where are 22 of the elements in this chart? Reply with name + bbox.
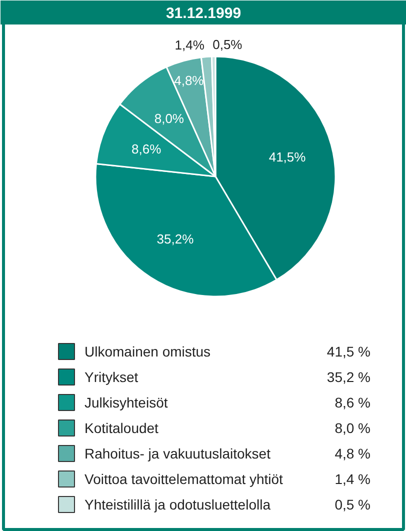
legend-label: Julkisyhteisöt	[84, 394, 168, 410]
text: 1,4 %	[334, 471, 371, 487]
legend-label: Yhteistilillä ja odotusluettelolla	[84, 496, 271, 512]
legend-label: Kotitaloudet	[84, 420, 159, 436]
data-label: 1,4%	[174, 37, 205, 52]
legend-label: Voittoa tavoittelemattomat yhtiöt	[84, 471, 284, 487]
text: 8,6 %	[334, 394, 371, 410]
text: 41,5 %	[326, 344, 371, 360]
chart-title: 31.12.1999	[166, 5, 242, 22]
text: 4,8 %	[334, 446, 371, 462]
legend-label: Rahoitus- ja vakuutuslaitokset	[84, 446, 271, 462]
legend-label: Ulkomainen omistus	[84, 344, 211, 360]
data-label: 0,5%	[212, 37, 243, 52]
data-label: 4,8%	[174, 73, 204, 88]
data-label: 8,0%	[154, 110, 184, 126]
text: 0,5 %	[334, 496, 371, 512]
text: 35,2 %	[326, 369, 371, 385]
legend-label: Yritykset	[84, 369, 138, 385]
data-label: 35,2%	[156, 232, 194, 247]
data-label: 8,6%	[132, 142, 162, 157]
text: 8,0 %	[334, 420, 371, 436]
data-label: 41,5%	[268, 149, 306, 164]
